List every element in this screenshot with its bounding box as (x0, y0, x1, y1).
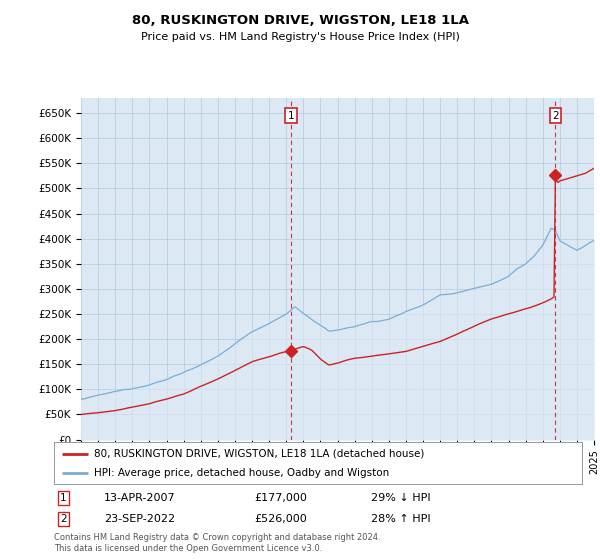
Text: 2: 2 (60, 514, 67, 524)
Text: 29% ↓ HPI: 29% ↓ HPI (371, 493, 430, 503)
Text: 23-SEP-2022: 23-SEP-2022 (104, 514, 175, 524)
Text: £177,000: £177,000 (254, 493, 308, 503)
Text: Contains HM Land Registry data © Crown copyright and database right 2024.
This d: Contains HM Land Registry data © Crown c… (54, 533, 380, 553)
Text: 1: 1 (288, 110, 295, 120)
Text: 80, RUSKINGTON DRIVE, WIGSTON, LE18 1LA: 80, RUSKINGTON DRIVE, WIGSTON, LE18 1LA (131, 14, 469, 27)
Text: 1: 1 (60, 493, 67, 503)
Text: 13-APR-2007: 13-APR-2007 (104, 493, 176, 503)
Text: £526,000: £526,000 (254, 514, 307, 524)
Text: 80, RUSKINGTON DRIVE, WIGSTON, LE18 1LA (detached house): 80, RUSKINGTON DRIVE, WIGSTON, LE18 1LA … (94, 449, 424, 459)
Text: Price paid vs. HM Land Registry's House Price Index (HPI): Price paid vs. HM Land Registry's House … (140, 32, 460, 43)
Text: 28% ↑ HPI: 28% ↑ HPI (371, 514, 430, 524)
Text: 2: 2 (552, 110, 559, 120)
Text: HPI: Average price, detached house, Oadby and Wigston: HPI: Average price, detached house, Oadb… (94, 468, 389, 478)
